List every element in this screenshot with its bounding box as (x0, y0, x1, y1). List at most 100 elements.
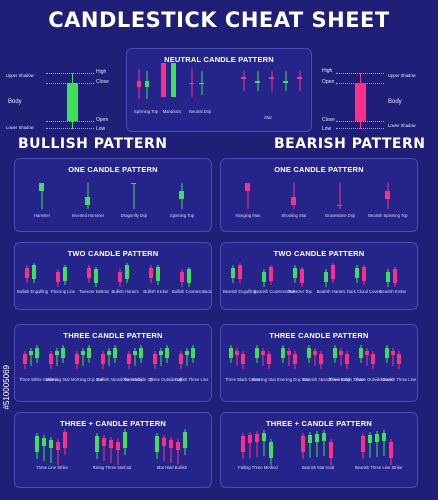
candle-body (56, 272, 60, 282)
label-close: Close (322, 117, 335, 123)
candle-wick (247, 183, 248, 209)
three-label-0: Three Black Crows (225, 377, 261, 382)
candle-body (386, 272, 390, 282)
candle-wick (87, 183, 88, 209)
candle-body (49, 440, 53, 448)
two-candle-b-1 (269, 265, 273, 285)
three-label-4: Three Inside Down (329, 377, 365, 382)
candle-body (359, 348, 363, 358)
candle-body (371, 354, 375, 364)
candle-body (61, 348, 65, 358)
candle-body (281, 348, 285, 358)
more-label-1: Rising Three Method (92, 465, 132, 470)
more-label-0: Three Line Strike (36, 465, 68, 470)
one-candle-2 (337, 183, 342, 209)
candle-body (101, 354, 105, 364)
candle-body (87, 348, 91, 358)
bull-one-panel: ONE CANDLE PATTERN Hammer Inverted Hammer… (14, 158, 212, 232)
three-candle-6-0 (179, 351, 183, 369)
three-candle-6-1 (391, 348, 395, 366)
three-candle-4-0 (333, 345, 337, 363)
high-line (46, 73, 94, 74)
label-open: Open (322, 79, 335, 85)
two-candle-a-5 (180, 269, 184, 287)
three-candle-5-2 (165, 345, 169, 363)
candle-body (165, 348, 169, 358)
one-label-3: Spinning Top (169, 213, 195, 218)
candle-body (35, 348, 39, 358)
candle-body (153, 354, 157, 364)
three-candle-3-2 (113, 345, 117, 363)
three-candle-5-1 (365, 348, 369, 366)
marubozu-candle (171, 63, 176, 97)
candle-body (231, 268, 235, 278)
bull-two-title: TWO CANDLE PATTERN (67, 249, 159, 258)
candle-body (293, 268, 297, 278)
candle-wick (243, 71, 244, 91)
candle-body (139, 348, 143, 358)
candle-wick (383, 430, 385, 456)
candle-wick (170, 437, 172, 463)
candle-body (262, 433, 266, 441)
candle-body (375, 434, 379, 442)
one-candle-3 (385, 183, 390, 209)
three-candle-2-2 (293, 351, 297, 369)
more-candle-0-1 (248, 432, 252, 458)
spinning-top-candle (137, 69, 141, 99)
two-label-2: Tweezer Bottom (79, 289, 110, 294)
more-label-1: Bearish Mat Hold (301, 465, 335, 470)
candle-body (116, 442, 120, 450)
more-candle-1-3 (116, 439, 120, 465)
one-label-2: Dragonfly Doji (120, 213, 148, 218)
candle-body (385, 191, 390, 199)
neutral-title: NEUTRAL CANDLE PATTERN (164, 55, 274, 64)
three-candle-1-0 (49, 351, 53, 369)
three-label-2: Morning Doji Star (71, 377, 104, 382)
candle-wick (177, 439, 179, 465)
candle-body (241, 436, 245, 452)
candle-wick (133, 183, 134, 209)
one-candle-0 (39, 183, 44, 209)
candle-body (85, 197, 90, 205)
three-candle-1-0 (255, 345, 259, 363)
more-candle-2-3 (382, 430, 386, 456)
label-upper-shadow: Upper Shadow (388, 73, 416, 78)
candle-body (113, 348, 117, 358)
candle-body (133, 351, 137, 355)
candle-body (267, 354, 271, 364)
candle-body (389, 442, 393, 458)
candle-body (176, 442, 180, 450)
two-candle-b-0 (238, 263, 242, 283)
candle-body (297, 77, 302, 79)
more-label-2: Mat Hold Bullish (156, 465, 188, 470)
candle-body (155, 436, 159, 452)
star-candle (255, 71, 260, 91)
one-candle-1 (291, 183, 296, 209)
one-label-0: Hammer (33, 213, 51, 218)
star-candle (241, 71, 246, 91)
candle-wick (366, 348, 368, 366)
three-label-2: Evening Doji Star (277, 377, 310, 382)
one-label-1: Shooting Star (281, 213, 307, 218)
label-low: Low (96, 126, 106, 132)
three-candle-5-0 (359, 345, 363, 363)
candle-body (162, 438, 166, 446)
three-candle-0-0 (229, 345, 233, 363)
candle-body (315, 434, 319, 442)
more-candle-2-3 (176, 439, 180, 465)
more-candle-2-0 (361, 433, 365, 459)
candle-wick (134, 348, 136, 366)
candle-body (199, 83, 204, 84)
three-label-5: Three Outside Up (149, 377, 183, 382)
candle-body (39, 183, 44, 191)
candle-wick (299, 71, 300, 91)
one-label-3: Bearish Spinning Top (368, 213, 408, 218)
candle-body (63, 267, 67, 281)
candle-wick (392, 348, 394, 366)
candle-body (301, 436, 305, 452)
neutral-label-marubozu: Marubozu (162, 109, 182, 114)
candle-wick (323, 430, 325, 456)
more-label-0: Falling Three Method (238, 465, 278, 470)
label-close: Close (96, 79, 109, 85)
candle-body (81, 351, 85, 355)
